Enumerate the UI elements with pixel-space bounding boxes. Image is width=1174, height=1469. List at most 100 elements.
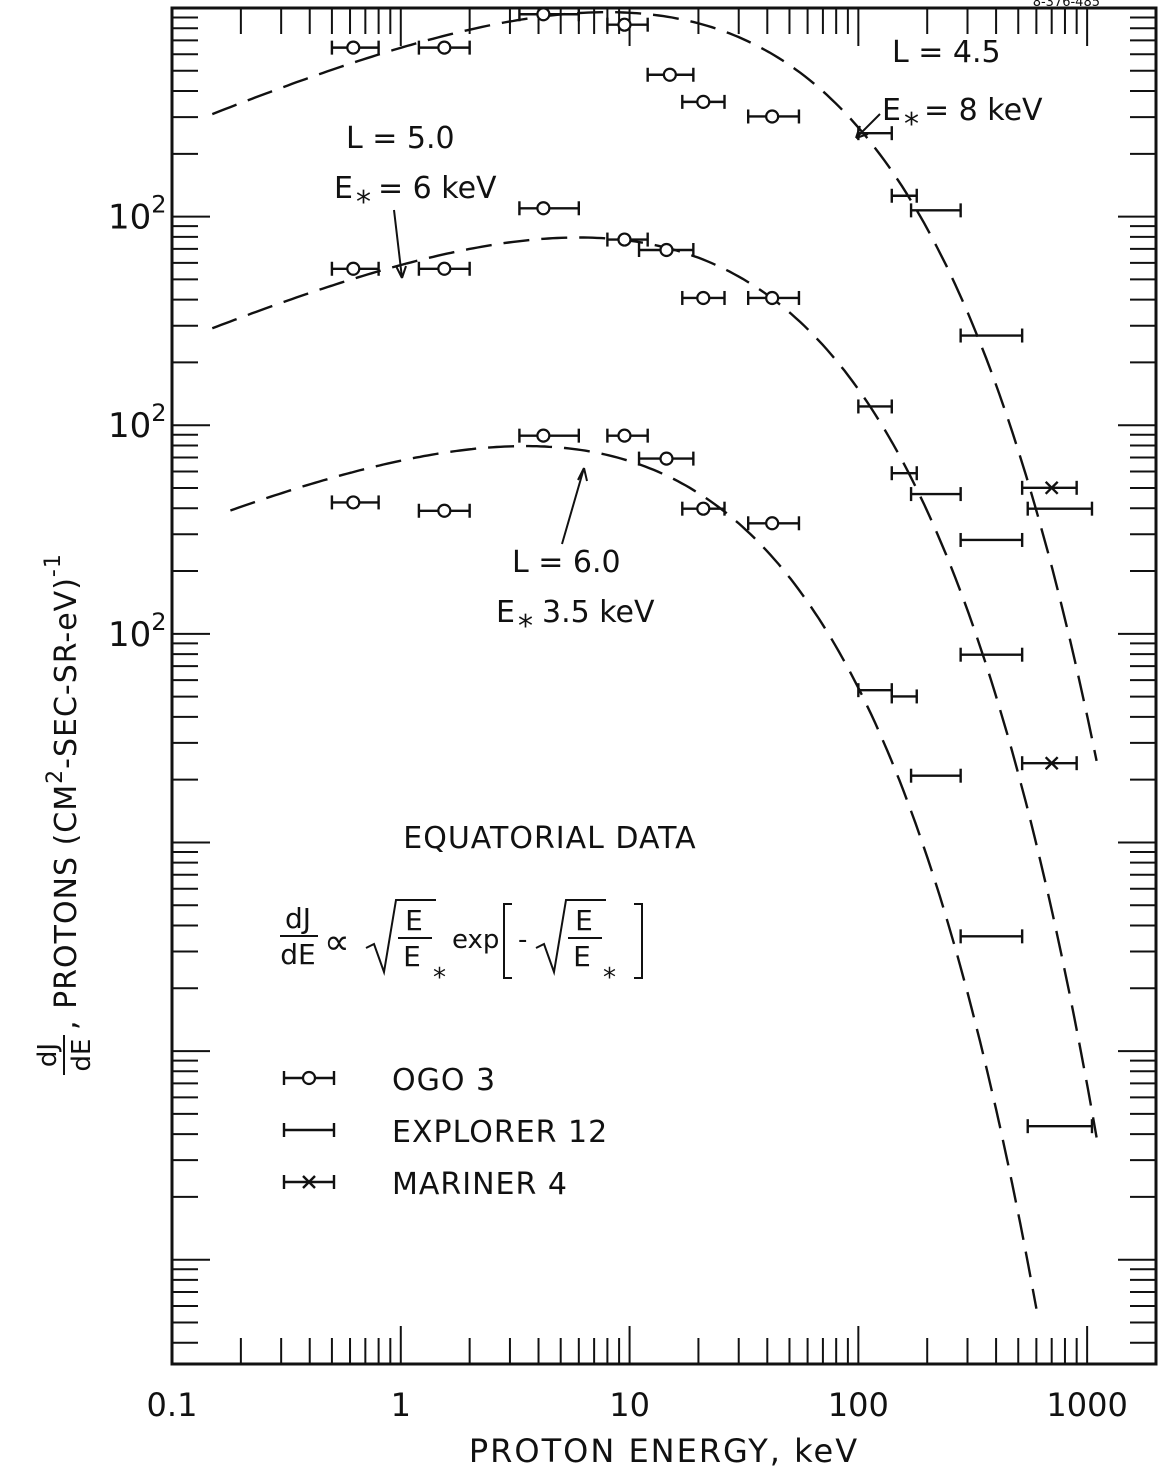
data-point (606, 17, 649, 32)
formula-lhs-num: dJ (285, 902, 311, 935)
data-point (909, 768, 962, 783)
x-tick-label: 10 (609, 1386, 650, 1424)
legend: OGO 3 EXPLORER 12 MARINER 4 (282, 1063, 608, 1202)
data-point (1020, 756, 1078, 771)
ogo3-marker (765, 109, 780, 124)
legend-explorer12-label: EXPLORER 12 (392, 1115, 608, 1150)
y-label-sup-2: 2 (43, 769, 68, 784)
data-point (330, 495, 380, 510)
formula-Estar-2: E (573, 940, 591, 973)
x-tick-label: 0.1 (147, 1386, 198, 1424)
annotation-L50-arrow (393, 209, 407, 279)
ogo3-marker (696, 290, 711, 306)
y-tick-label-base: 10 (108, 198, 151, 238)
legend-mariner4-marker (302, 1175, 316, 1189)
formula-exp: exp (452, 925, 499, 955)
model-curve (230, 444, 1038, 1309)
ogo3-marker (696, 94, 711, 109)
y-tick-label: 102 (108, 399, 167, 446)
y-label-text-1: , PROTONS (CM (49, 784, 84, 1030)
data-point (746, 109, 801, 124)
formula-prop: ∝ (324, 922, 350, 963)
formula-bracket-left (503, 903, 512, 979)
model-curve (211, 236, 1098, 1138)
ogo3-marker (617, 232, 632, 247)
annotation-L50: L = 5.0 E * = 6 keV (334, 121, 497, 279)
axis-ticks (171, 8, 1157, 1364)
ogo3-marker (536, 7, 551, 22)
annotation-L45: L = 4.5 E * = 8 keV (855, 35, 1043, 142)
data-point (518, 428, 581, 443)
data-point (959, 532, 1024, 547)
ogo3-marker (346, 261, 361, 276)
annotation-L50-L: L = 5.0 (346, 121, 455, 156)
ogo3-marker (659, 451, 674, 466)
y-tick-label-base: 10 (108, 615, 151, 655)
ogo3-marker (346, 40, 361, 55)
annotation-L60-L: L = 6.0 (512, 545, 621, 580)
annotation-L50-Estar-star: * (356, 185, 371, 220)
annotation-L60: L = 6.0 E * 3.5 keV (496, 467, 655, 644)
data-point (909, 203, 962, 218)
x-axis-label: PROTON ENERGY, keV (469, 1432, 859, 1469)
y-axis-label: dJ dE , PROTONS (CM2-SEC-SR-eV)-1 (33, 553, 97, 1075)
data-point (417, 503, 471, 518)
ogo3-marker (437, 503, 452, 518)
formula-star-1: * (433, 963, 446, 993)
annotation-L45-arrow (855, 113, 881, 139)
formula-sqrt-1 (365, 899, 436, 976)
annotation-L45-E: = 8 keV (924, 93, 1043, 128)
y-label-text: , PROTONS (CM2-SEC-SR-eV)-1 (41, 553, 84, 1030)
ogo3-marker (617, 428, 632, 443)
data-point (1026, 1119, 1094, 1134)
x-tick-label: 1 (391, 1386, 411, 1424)
legend-explorer12: EXPLORER 12 (282, 1115, 608, 1150)
data-point (890, 188, 918, 203)
formula-Estar-1: E (403, 940, 421, 973)
y-label-frac-num: dJ (33, 1043, 63, 1067)
formula-sqrt-2 (535, 899, 606, 976)
data-point (518, 201, 581, 216)
data-point (330, 40, 380, 55)
ogo3-marker (437, 40, 452, 55)
y-label-text-2: -SEC-SR-eV) (49, 577, 84, 769)
data-point (681, 290, 726, 306)
y-tick-label: 102 (108, 191, 167, 238)
ogo3-marker (765, 290, 780, 306)
data-point (746, 290, 801, 306)
data-point (646, 67, 695, 82)
formula-star-2: * (603, 963, 616, 993)
data-point (1026, 501, 1094, 516)
annotation-L60-arrow (561, 467, 588, 545)
ogo3-marker (662, 67, 677, 82)
legend-mariner4-label: MARINER 4 (392, 1167, 568, 1202)
x-tick-labels: 0.1 1 10 100 1000 (147, 1386, 1128, 1424)
legend-ogo3-label: OGO 3 (392, 1063, 496, 1098)
model-formula: dJ dE ∝ E E * exp - E E * (280, 899, 643, 993)
data-point (606, 232, 649, 247)
annotation-L60-E: 3.5 keV (542, 595, 655, 630)
legend-ogo3: OGO 3 (282, 1063, 496, 1098)
formula-minus: - (518, 925, 527, 955)
annotation-L60-Estar-star: * (518, 609, 533, 644)
data-point (681, 501, 726, 516)
annotation-L45-Estar-E: E (882, 93, 901, 128)
legend-mariner4: MARINER 4 (282, 1167, 568, 1202)
annotation-L50-E: = 6 keV (378, 171, 497, 206)
data-point (637, 242, 695, 258)
data-point (959, 647, 1024, 662)
formula-E-2: E (575, 904, 593, 937)
ogo3-marker (536, 428, 551, 443)
model-curves (211, 11, 1098, 1309)
data-points (330, 7, 1094, 1134)
data-point (909, 487, 962, 502)
annotation-L50-Estar-E: E (334, 171, 353, 206)
annotation-L45-L: L = 4.5 (892, 35, 1001, 70)
y-label-frac-den: dE (67, 1039, 97, 1072)
data-point (959, 929, 1024, 944)
y-tick-label-sup: 2 (151, 191, 166, 219)
y-tick-label-sup: 2 (151, 399, 166, 427)
panel-title: EQUATORIAL DATA (403, 821, 696, 856)
formula-lhs-den: dE (280, 938, 315, 971)
